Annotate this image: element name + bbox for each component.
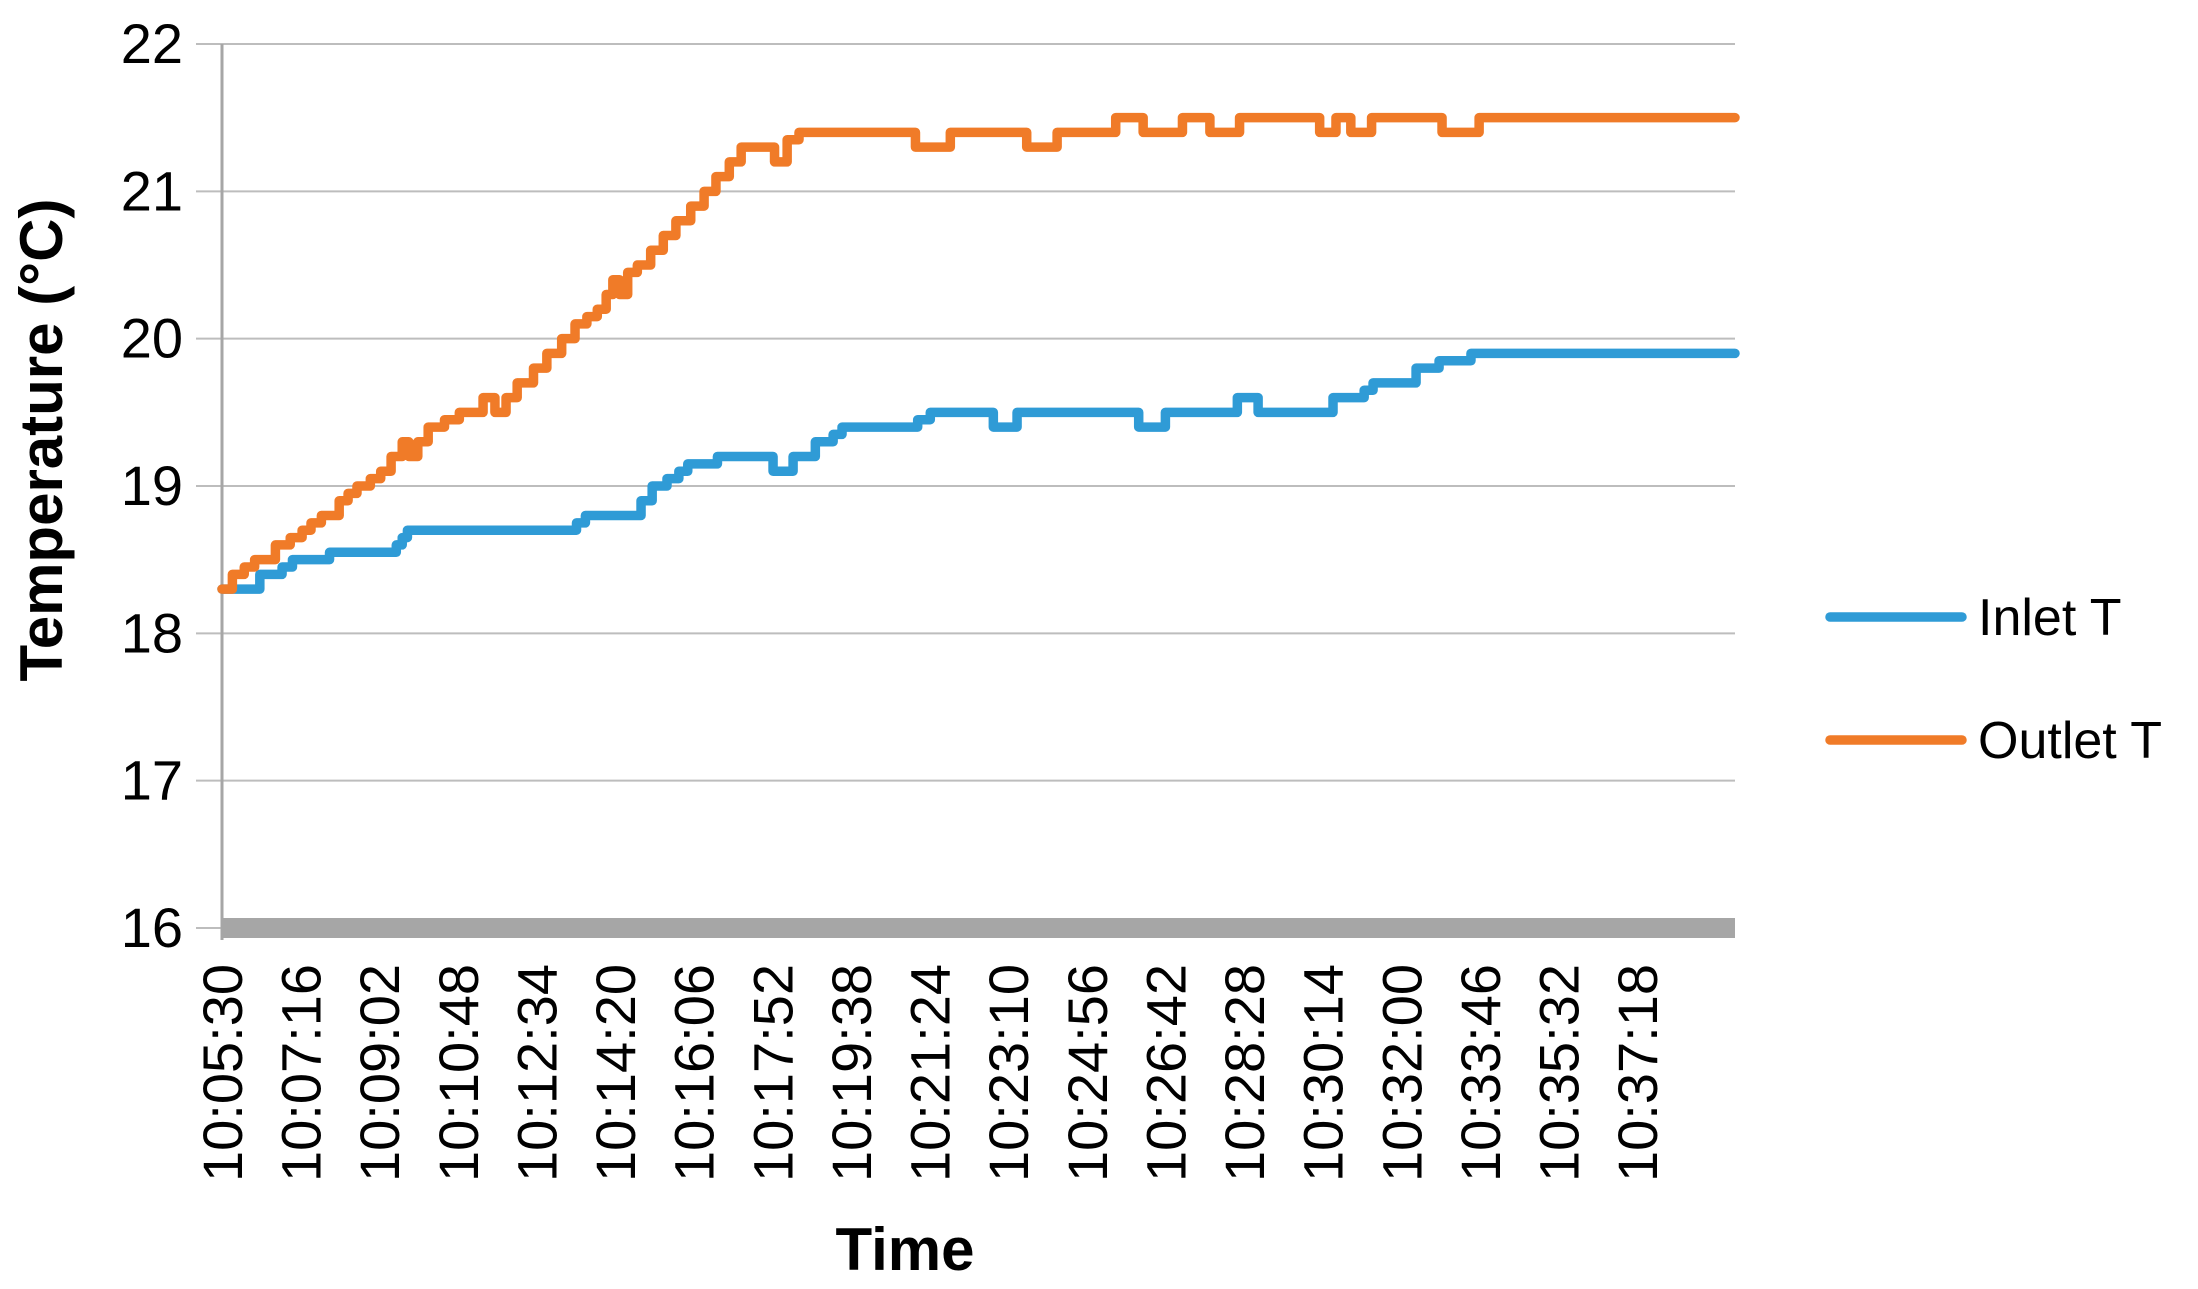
x-tick-label: 10:10:48 [427,964,490,1182]
y-tick-label: 19 [121,454,183,517]
y-tick-label: 22 [121,12,183,75]
series-group [217,112,1740,594]
x-tick-label: 10:23:10 [977,964,1040,1182]
x-tick-label: 10:05:30 [191,964,254,1182]
y-tick-label: 20 [121,307,183,370]
y-tick-label: 17 [121,749,183,812]
series-line-inlet-t [217,348,1740,594]
x-tick-label: 10:17:52 [741,964,804,1182]
x-tick-label: 10:14:20 [584,964,647,1182]
x-tick-label: 10:09:02 [348,964,411,1182]
x-tick-label: 10:16:06 [663,964,726,1182]
x-tick-label: 10:35:32 [1527,964,1590,1182]
y-tick-label: 21 [121,159,183,222]
x-tick-label: 10:30:14 [1292,964,1355,1182]
x-tick-label: 10:19:38 [820,964,883,1182]
legend: Inlet T Outlet T [1825,589,2162,770]
x-tick-label: 10:21:24 [899,964,962,1182]
y-tick-label: 18 [121,601,183,664]
gridlines-group [196,43,1735,940]
y-tick-label: 16 [121,896,183,959]
x-tick-label: 10:07:16 [270,964,333,1182]
x-tick-label: 10:33:46 [1449,964,1512,1182]
y-axis-title: Temperature (°C) [8,199,75,682]
x-tick-label: 10:26:42 [1134,964,1197,1182]
x-tick-label: 10:12:34 [505,964,568,1182]
x-tick-label: 10:28:28 [1213,964,1276,1182]
x-tick-label: 10:24:56 [1056,964,1119,1182]
legend-label-outlet-t: Outlet T [1978,712,2162,770]
x-tick-label: 10:32:00 [1370,964,1433,1182]
x-axis-title: Time [836,1216,975,1283]
x-tick-label: 10:37:18 [1606,964,1669,1182]
x-axis-baseline-bar [222,918,1735,938]
legend-label-inlet-t: Inlet T [1978,589,2122,647]
series-line-outlet-t [217,112,1740,594]
